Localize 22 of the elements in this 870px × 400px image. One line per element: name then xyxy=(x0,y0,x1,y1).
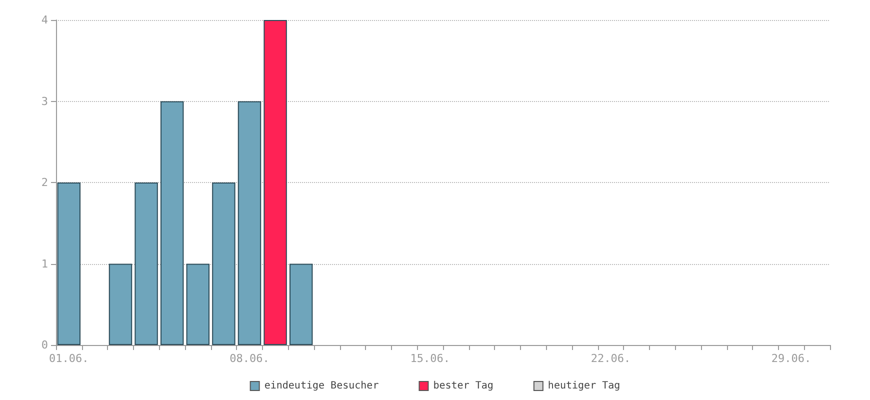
bar xyxy=(108,264,132,345)
bar xyxy=(186,264,210,345)
bar xyxy=(264,20,287,345)
y-tick-label: 3 xyxy=(41,94,48,108)
y-tick-label: 2 xyxy=(41,176,48,189)
y-tick-label: 4 xyxy=(41,14,48,26)
x-tick-label: 22.06. xyxy=(590,352,631,365)
legend-label: heutiger Tag xyxy=(548,380,620,392)
bar xyxy=(160,101,184,345)
bar xyxy=(212,182,236,345)
bar xyxy=(289,264,313,345)
legend-label: bester Tag xyxy=(433,380,494,392)
bar xyxy=(238,101,262,345)
x-tick-label: 15.06. xyxy=(410,352,450,365)
x-tick-label: 01.06. xyxy=(49,352,89,365)
x-tick-label: 29.06. xyxy=(771,352,812,365)
y-tick-label: 1 xyxy=(41,257,48,270)
legend-label: eindeutige Besucher xyxy=(264,380,379,392)
y-tick-label: 0 xyxy=(41,338,48,352)
x-tick-label: 08.06. xyxy=(230,352,270,365)
bar xyxy=(134,182,158,345)
bar xyxy=(57,182,81,345)
